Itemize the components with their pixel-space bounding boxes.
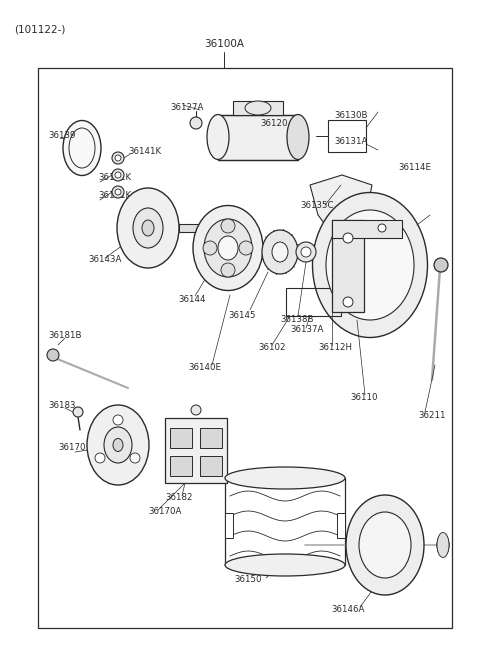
- Text: 36141K: 36141K: [98, 173, 131, 182]
- Text: 36127A: 36127A: [170, 102, 204, 112]
- Circle shape: [95, 453, 105, 463]
- Text: 36100A: 36100A: [204, 39, 244, 49]
- Bar: [286, 288, 341, 316]
- Text: 36114E: 36114E: [398, 163, 431, 173]
- Text: 36150: 36150: [234, 575, 262, 584]
- Text: 36170: 36170: [58, 443, 85, 453]
- Ellipse shape: [437, 533, 449, 556]
- Text: 36182: 36182: [165, 493, 192, 502]
- Circle shape: [378, 224, 386, 232]
- Text: 36183: 36183: [48, 401, 75, 409]
- Circle shape: [115, 189, 121, 195]
- Text: 36181B: 36181B: [48, 331, 82, 340]
- Circle shape: [112, 152, 124, 164]
- Circle shape: [73, 407, 83, 417]
- Ellipse shape: [142, 220, 154, 236]
- Ellipse shape: [262, 230, 298, 274]
- Text: 36144: 36144: [178, 295, 205, 304]
- Polygon shape: [310, 175, 372, 227]
- Ellipse shape: [437, 535, 449, 556]
- Ellipse shape: [287, 115, 309, 159]
- Ellipse shape: [312, 192, 428, 337]
- Text: 36110: 36110: [350, 394, 377, 403]
- Ellipse shape: [245, 101, 271, 115]
- Circle shape: [343, 297, 353, 307]
- Circle shape: [343, 233, 353, 243]
- Bar: [200, 456, 222, 476]
- Text: 36170A: 36170A: [148, 508, 181, 516]
- Bar: [337, 513, 345, 538]
- Circle shape: [115, 155, 121, 161]
- Circle shape: [112, 169, 124, 181]
- Bar: [328, 120, 366, 152]
- Text: 36138B: 36138B: [280, 316, 313, 325]
- Bar: [38, 68, 452, 628]
- Text: (101122-): (101122-): [14, 25, 65, 35]
- Ellipse shape: [218, 236, 238, 260]
- Text: 36137A: 36137A: [290, 325, 324, 335]
- Ellipse shape: [87, 405, 149, 485]
- Circle shape: [190, 117, 202, 129]
- Ellipse shape: [359, 512, 411, 578]
- Text: 36146A: 36146A: [331, 605, 365, 615]
- Text: 36143A: 36143A: [88, 255, 121, 264]
- Ellipse shape: [225, 467, 345, 489]
- Circle shape: [203, 241, 217, 255]
- Ellipse shape: [113, 438, 123, 451]
- Circle shape: [221, 263, 235, 277]
- Text: 36135C: 36135C: [300, 201, 334, 209]
- Ellipse shape: [63, 121, 101, 176]
- Circle shape: [113, 415, 123, 425]
- Bar: [165, 418, 227, 483]
- Circle shape: [239, 241, 253, 255]
- Text: 36211: 36211: [418, 411, 445, 419]
- Circle shape: [191, 405, 201, 415]
- Circle shape: [221, 219, 235, 233]
- Ellipse shape: [104, 427, 132, 463]
- Text: 36139: 36139: [48, 131, 75, 140]
- Text: 36141K: 36141K: [128, 148, 161, 157]
- Ellipse shape: [326, 210, 414, 320]
- Circle shape: [115, 172, 121, 178]
- Ellipse shape: [117, 188, 179, 268]
- Ellipse shape: [133, 208, 163, 248]
- Bar: [233, 101, 283, 115]
- Bar: [218, 115, 298, 160]
- Circle shape: [296, 242, 316, 262]
- Circle shape: [434, 258, 448, 272]
- Circle shape: [112, 186, 124, 198]
- Bar: [332, 220, 402, 238]
- Ellipse shape: [204, 219, 252, 277]
- Circle shape: [47, 349, 59, 361]
- Bar: [170, 428, 192, 448]
- Ellipse shape: [437, 533, 449, 558]
- Text: 36112H: 36112H: [318, 344, 352, 352]
- Bar: [179, 224, 224, 232]
- Bar: [332, 220, 364, 312]
- Text: 36145: 36145: [228, 310, 255, 319]
- Text: 36141K: 36141K: [98, 192, 131, 201]
- Bar: [170, 456, 192, 476]
- Ellipse shape: [193, 205, 263, 291]
- Text: 36131A: 36131A: [334, 138, 367, 146]
- Ellipse shape: [272, 242, 288, 262]
- Text: 36130B: 36130B: [334, 110, 368, 119]
- Circle shape: [130, 453, 140, 463]
- Ellipse shape: [225, 554, 345, 576]
- Text: 36102: 36102: [258, 344, 286, 352]
- Ellipse shape: [346, 495, 424, 595]
- Bar: [225, 513, 233, 538]
- Text: 36120: 36120: [260, 119, 288, 127]
- Bar: [200, 428, 222, 448]
- Text: 36140E: 36140E: [188, 363, 221, 373]
- Circle shape: [301, 247, 311, 257]
- Ellipse shape: [207, 115, 229, 159]
